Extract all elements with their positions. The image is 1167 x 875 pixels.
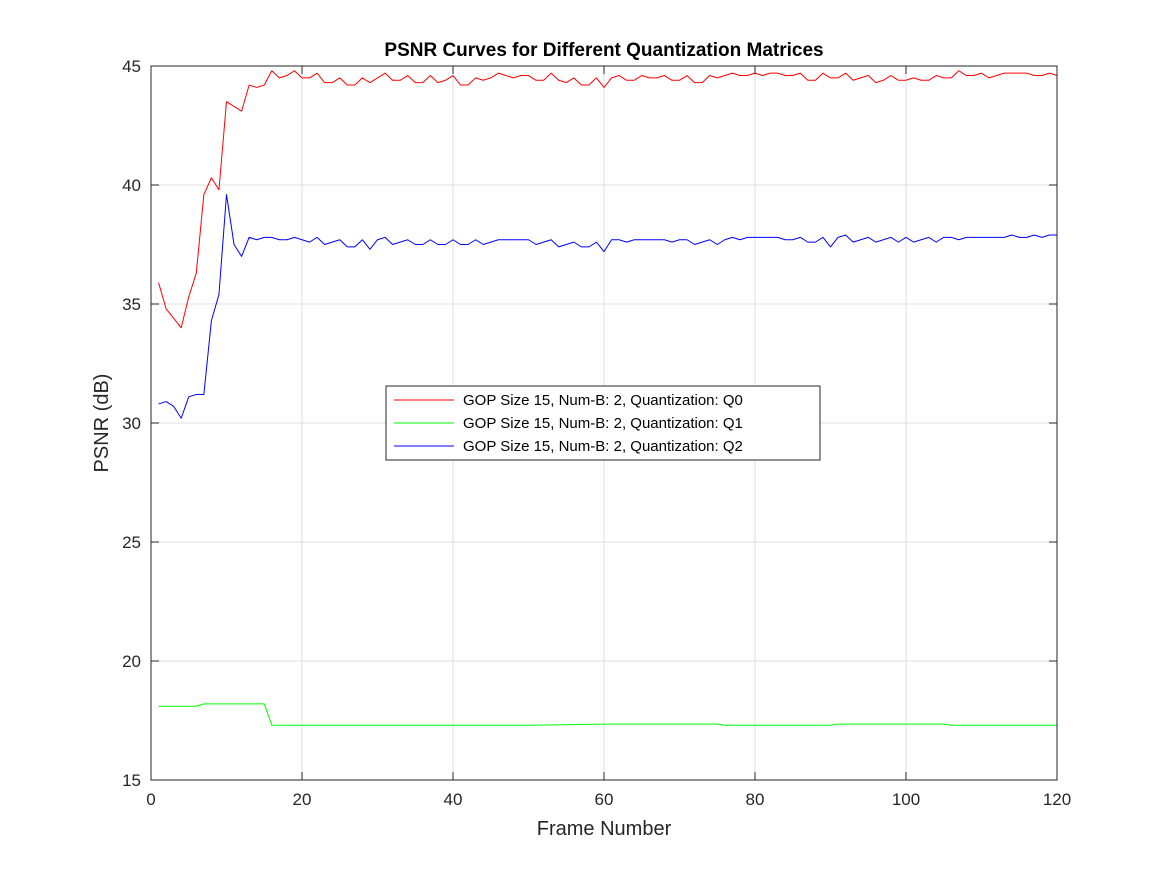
chart-title: PSNR Curves for Different Quantization M… [384, 40, 823, 61]
series-layer [158, 70, 1058, 726]
ticks: 0 20 40 60 80 100 120 15 20 25 30 35 40 45 [122, 57, 1071, 809]
x-tick-label: 120 [1043, 790, 1071, 809]
series-line-q0 [158, 70, 1058, 329]
y-tick-label: 25 [122, 533, 141, 552]
y-tick-label: 45 [122, 57, 141, 76]
x-tick-label: 100 [892, 790, 920, 809]
y-tick-label: 35 [122, 295, 141, 314]
y-tick-label: 40 [122, 176, 141, 195]
x-tick-label: 20 [293, 790, 312, 809]
x-tick-label: 40 [444, 790, 463, 809]
x-tick-label: 0 [146, 790, 155, 809]
legend-label-q2: GOP Size 15, Num-B: 2, Quantization: Q2 [463, 438, 743, 455]
y-axis-label: PSNR (dB) [91, 374, 113, 473]
legend-box [385, 385, 821, 461]
legend: GOP Size 15, Num-B: 2, Quantization: Q0 … [385, 385, 821, 461]
series-line-q2 [158, 194, 1057, 419]
x-axis-label: Frame Number [537, 818, 672, 840]
y-tick-label: 15 [122, 771, 141, 790]
x-tick-label: 60 [595, 790, 614, 809]
y-tick-label: 30 [122, 414, 141, 433]
legend-label-q1: GOP Size 15, Num-B: 2, Quantization: Q1 [463, 415, 743, 432]
x-tick-label: 80 [746, 790, 765, 809]
series-line-q1 [158, 703, 1057, 726]
legend-label-q0: GOP Size 15, Num-B: 2, Quantization: Q0 [463, 392, 743, 409]
y-tick-label: 20 [122, 652, 141, 671]
